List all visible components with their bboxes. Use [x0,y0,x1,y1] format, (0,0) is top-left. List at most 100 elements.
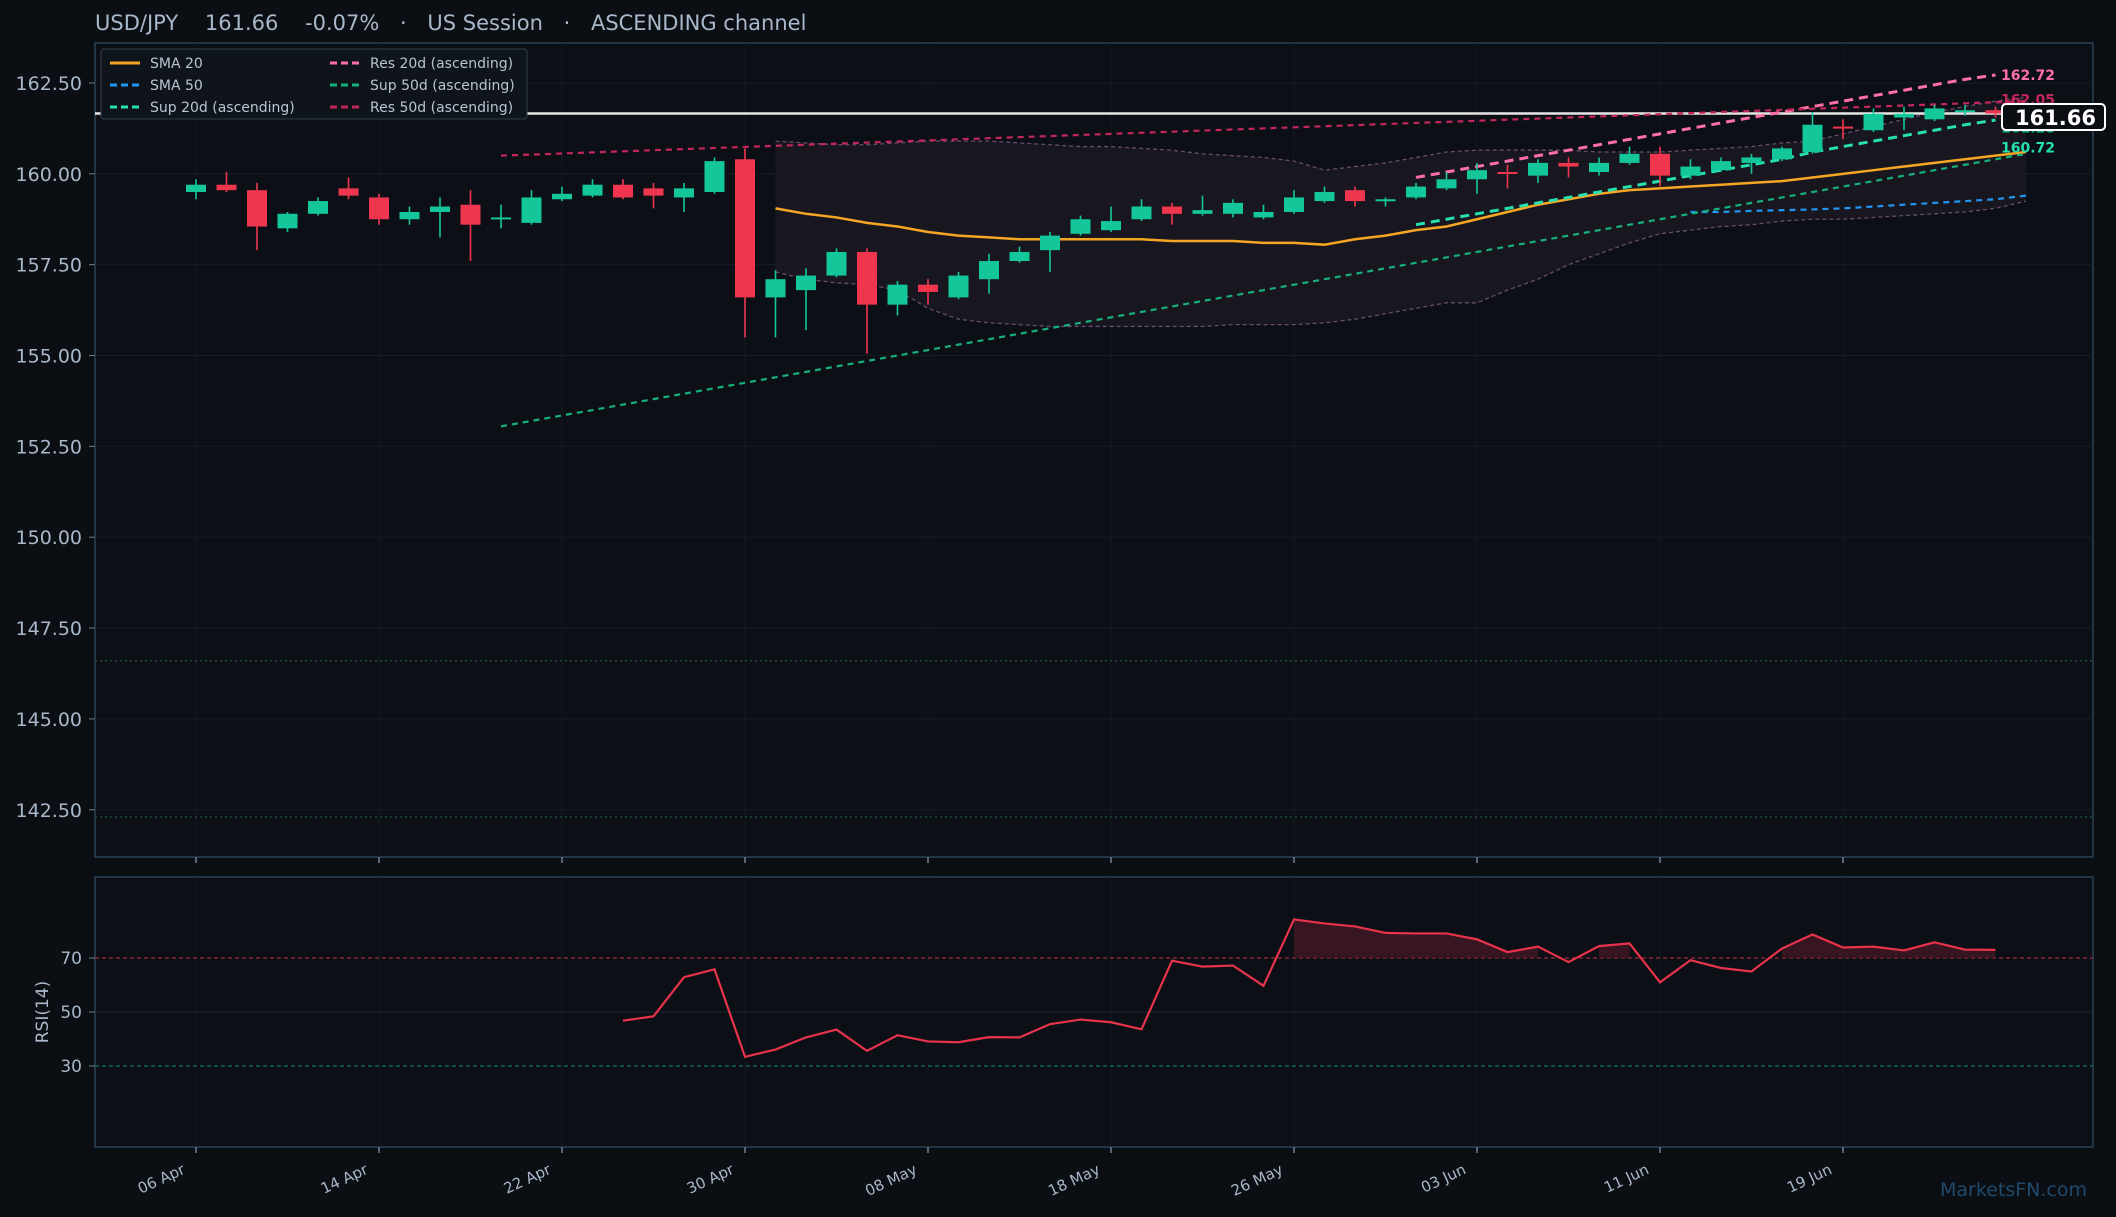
legend: SMA 20 SMA 50 Sup 20d (ascending) Res 20d (… [100,48,528,120]
rsi-tick-label: 70 [60,949,82,969]
y-tick-label: 155.00 [16,346,82,368]
candle [1223,199,1243,218]
candle-body [308,201,328,214]
candle-body [521,197,542,223]
candle [1558,157,1579,178]
candle-body [1009,251,1030,262]
candle [1924,104,1945,122]
rsi-tick-label: 30 [60,1057,82,1077]
candle [1863,108,1884,133]
candle [216,172,237,192]
candle-body [1619,153,1640,163]
candle-body [1589,162,1609,173]
candle [1467,162,1487,194]
candle-body [1192,210,1213,214]
candle [1802,112,1823,154]
y-tick-label: 145.00 [16,709,82,731]
candle [1680,159,1701,180]
candle-body [1924,108,1945,120]
candle-body [1863,113,1884,131]
candle [613,179,633,200]
candle [1284,190,1304,214]
candle [674,182,694,212]
rsi-tick-label: 50 [60,1003,82,1023]
candle-body [1680,166,1701,176]
candle-body [1711,161,1731,171]
y-tick-label: 157.50 [16,255,82,277]
series-line [1690,194,2027,214]
candle [765,270,786,338]
legend-label: Res 50d (ascending) [370,100,513,116]
candle [1040,231,1060,272]
candle [1436,172,1457,191]
candle [1314,186,1335,203]
candle [338,177,359,200]
candle-body [1833,126,1853,129]
candle [247,182,267,251]
candle-body [1436,179,1457,189]
candle-body [948,275,969,298]
candle [1009,246,1030,263]
candle [430,197,450,238]
y-tick-label: 147.50 [16,618,82,640]
y-tick-label: 160.00 [16,164,82,186]
candle-body [613,184,633,198]
candle [369,193,389,225]
session-name: US Session [427,11,543,35]
legend-label: Sup 50d (ascending) [370,78,515,94]
price-change: -0.07% [305,11,379,35]
candle-body [1314,191,1335,202]
candle [308,197,328,216]
candle [1162,202,1182,225]
candle [491,204,511,229]
candle [857,248,877,354]
price-tag-text: 161.66 [2015,106,2096,130]
level-label: 162.72 [2001,68,2055,84]
candle-body [247,190,267,227]
candle-body [1741,157,1762,163]
candle [186,179,206,200]
legend-label: SMA 20 [150,56,203,72]
candle-body [704,161,725,192]
candle-body [887,284,908,305]
candle [399,206,420,225]
candle [643,182,664,209]
chart-title: USD/JPY 161.66 -0.07% · US Session · ASC… [95,11,806,35]
candle [1101,206,1121,232]
candle [1711,157,1731,173]
y-tick-label: 142.50 [16,800,82,822]
candle-body [1101,221,1121,231]
candle-body [1406,186,1426,198]
candle-body [1985,110,2006,114]
level-label: 160.72 [2001,141,2055,157]
series-line [1415,118,1996,227]
candle-body [1345,190,1365,202]
candle [704,157,725,194]
candle [948,271,969,300]
candle-body [1955,110,1975,113]
series-line [1415,73,1996,179]
candle [1619,146,1640,165]
candle-body [1497,172,1518,175]
candle [1985,106,2006,118]
price-tag: 161.66 [2001,103,2106,131]
candle [1497,164,1518,189]
price-y-axis: 142.50 145.00 147.50 150.00 152.50 155.00 157.… [16,73,95,822]
candle-body [1802,124,1823,153]
rsi-overbought-fill [1599,943,1630,958]
candle-body [796,275,816,291]
rsi-series [622,918,1996,1059]
candles [186,104,2006,354]
candle-body [765,279,786,298]
symbol: USD/JPY [95,11,178,35]
candle [1589,157,1609,176]
candle [979,253,999,294]
y-tick-label: 152.50 [16,436,82,458]
candle-body [1253,211,1274,218]
y-tick-label: 162.50 [16,73,82,95]
candle [1894,106,1914,131]
candle [1955,104,1975,116]
legend-label: Res 20d (ascending) [370,56,513,72]
candle-body [1070,219,1091,234]
